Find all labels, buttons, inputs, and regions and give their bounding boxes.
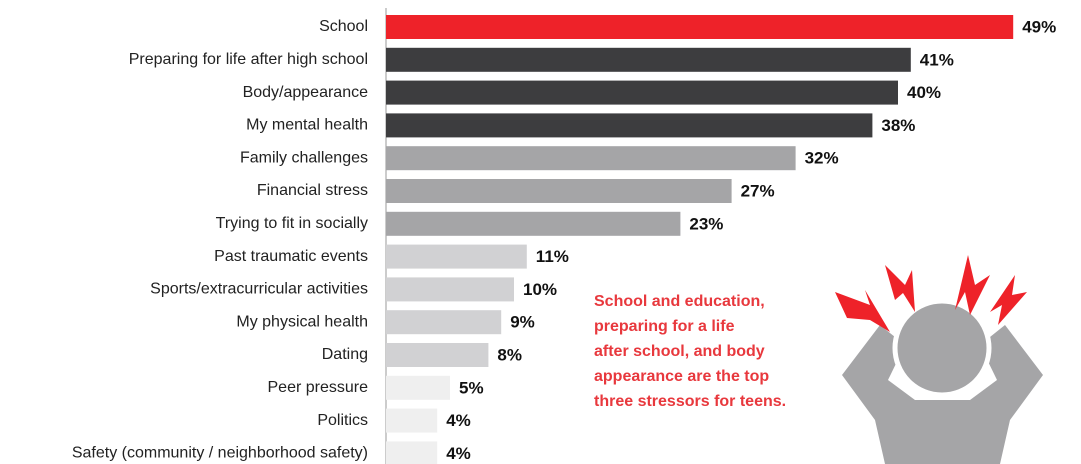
- bar: [386, 376, 450, 400]
- value-label: 8%: [497, 345, 522, 364]
- bar: [386, 245, 527, 269]
- category-label: Trying to fit in socially: [216, 215, 368, 232]
- category-label: Dating: [322, 346, 368, 363]
- category-label: My mental health: [246, 117, 368, 134]
- bar: [386, 343, 488, 367]
- bar: [386, 441, 437, 464]
- category-label: Body/appearance: [243, 84, 369, 101]
- annotation-line: appearance are the top: [594, 368, 769, 385]
- value-label: 41%: [920, 50, 954, 69]
- annotation-line: three stressors for teens.: [594, 393, 786, 410]
- chart: School and education, preparing for a lif…: [0, 0, 1081, 464]
- bar: [386, 277, 514, 301]
- value-label: 9%: [510, 313, 535, 332]
- bar: [386, 409, 437, 433]
- value-label: 10%: [523, 280, 557, 299]
- value-label: 5%: [459, 378, 484, 397]
- annotation-line: preparing for a life: [594, 318, 735, 335]
- bar: [386, 310, 501, 334]
- bar: [386, 146, 796, 170]
- value-label: 38%: [881, 116, 915, 135]
- value-label: 49%: [1022, 17, 1056, 36]
- annotation-line: School and education,: [594, 293, 765, 310]
- category-label: Sports/extracurricular activities: [150, 281, 368, 298]
- bar: [386, 48, 911, 72]
- bar: [386, 179, 732, 203]
- bar: [386, 212, 680, 236]
- category-label: Preparing for life after high school: [129, 51, 368, 68]
- category-label: Financial stress: [257, 182, 368, 199]
- category-label: Peer pressure: [268, 379, 369, 396]
- annotation: School and education, preparing for a lif…: [594, 293, 786, 410]
- value-label: 23%: [689, 214, 723, 233]
- bar: [386, 113, 872, 137]
- value-label: 32%: [805, 149, 839, 168]
- category-label: Family challenges: [240, 149, 368, 166]
- annotation-line: after school, and body: [594, 343, 765, 360]
- value-label: 4%: [446, 444, 471, 463]
- stressed-person-icon: [835, 255, 1043, 464]
- value-label: 4%: [446, 411, 471, 430]
- value-label: 27%: [741, 181, 775, 200]
- value-label: 11%: [536, 247, 569, 266]
- category-label: Safety (community / neighborhood safety): [72, 445, 368, 462]
- category-label: Politics: [317, 412, 368, 429]
- bar: [386, 15, 1013, 39]
- value-label: 40%: [907, 83, 941, 102]
- bar: [386, 81, 898, 105]
- category-label: My physical health: [236, 313, 368, 330]
- category-label: School: [319, 18, 368, 35]
- category-label: Past traumatic events: [214, 248, 368, 265]
